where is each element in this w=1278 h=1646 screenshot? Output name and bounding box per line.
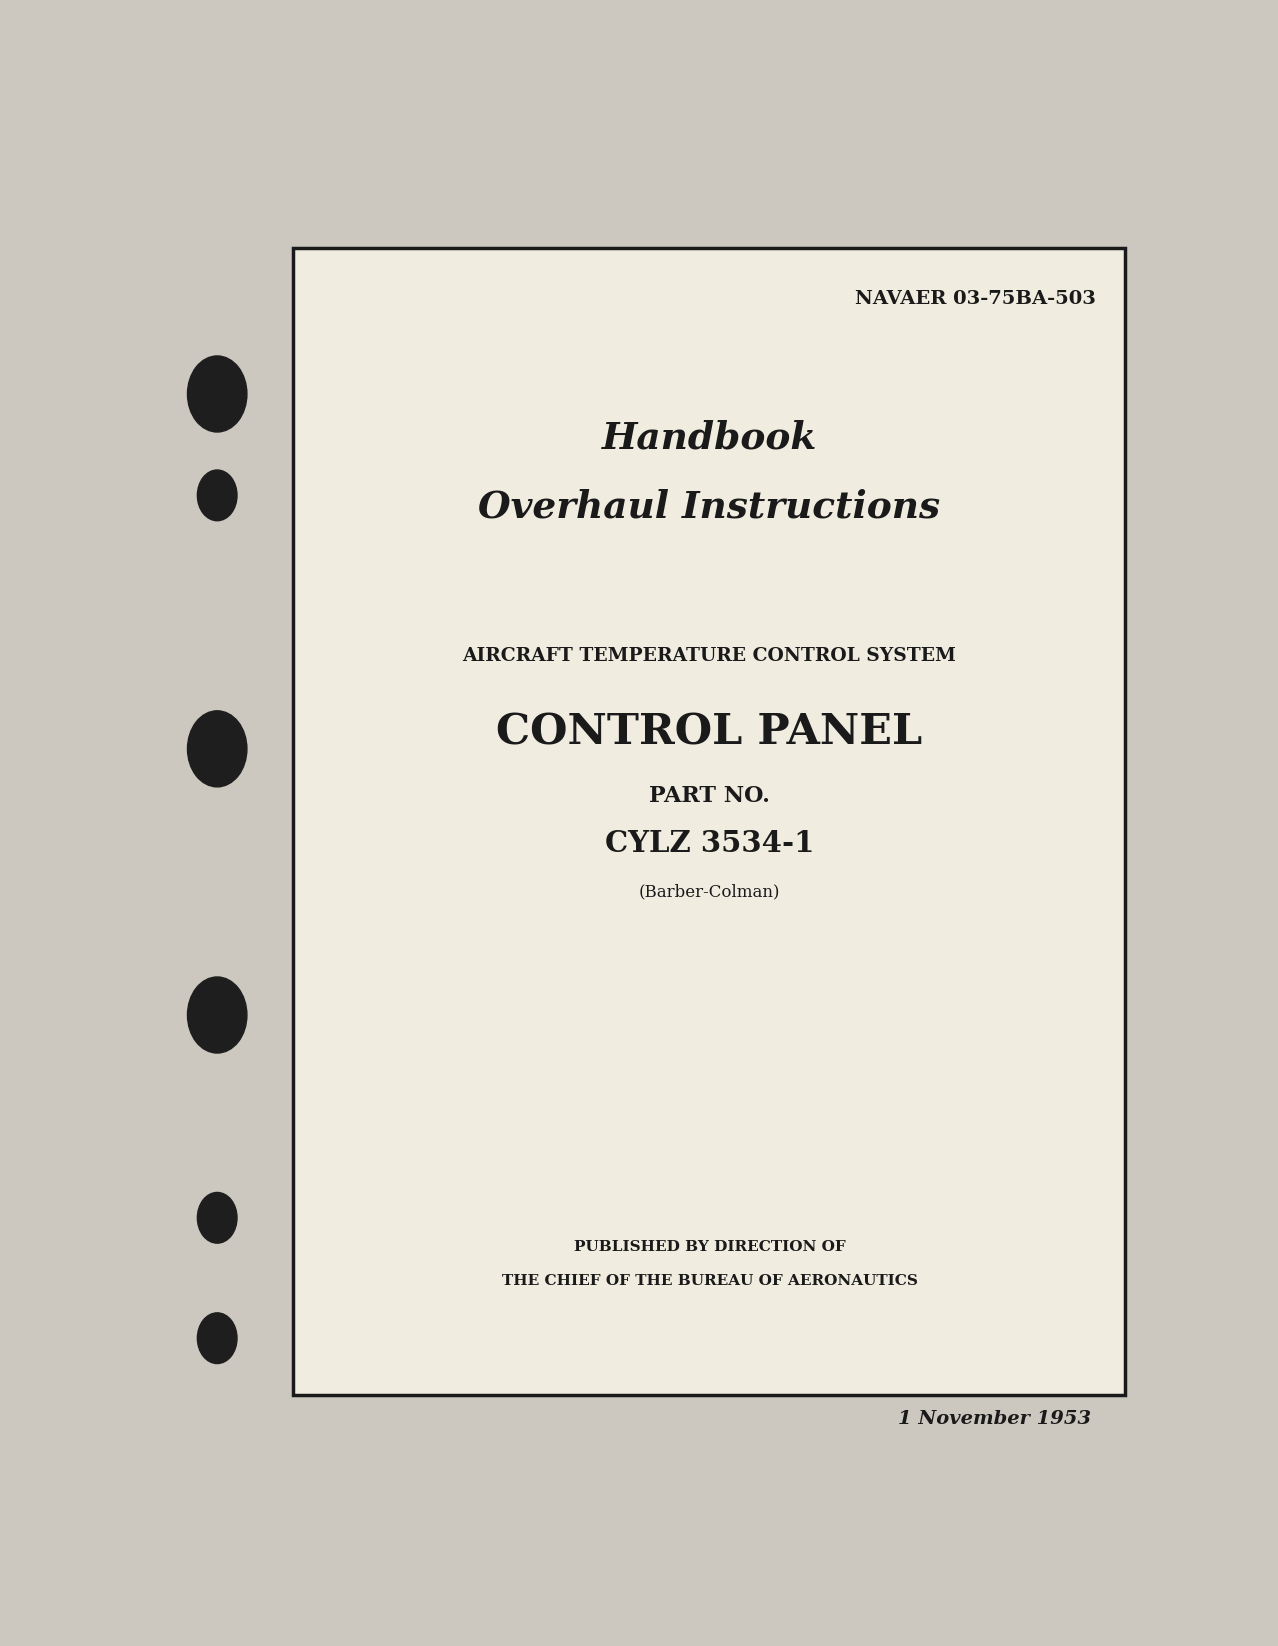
Text: THE CHIEF OF THE BUREAU OF AERONAUTICS: THE CHIEF OF THE BUREAU OF AERONAUTICS xyxy=(501,1274,918,1289)
Circle shape xyxy=(197,471,236,520)
Text: PUBLISHED BY DIRECTION OF: PUBLISHED BY DIRECTION OF xyxy=(574,1239,845,1254)
Circle shape xyxy=(197,1314,236,1363)
Text: PART NO.: PART NO. xyxy=(649,785,769,807)
Text: (Barber-Colman): (Barber-Colman) xyxy=(639,884,780,900)
Text: Handbook: Handbook xyxy=(602,420,817,458)
Text: Overhaul Instructions: Overhaul Instructions xyxy=(478,489,941,525)
Text: AIRCRAFT TEMPERATURE CONTROL SYSTEM: AIRCRAFT TEMPERATURE CONTROL SYSTEM xyxy=(463,647,956,665)
Circle shape xyxy=(197,1192,236,1243)
Circle shape xyxy=(188,356,247,431)
Text: CYLZ 3534-1: CYLZ 3534-1 xyxy=(604,830,814,859)
Text: NAVAER 03-75BA-503: NAVAER 03-75BA-503 xyxy=(855,290,1095,308)
Text: CONTROL PANEL: CONTROL PANEL xyxy=(496,711,923,754)
Circle shape xyxy=(188,978,247,1053)
FancyBboxPatch shape xyxy=(294,249,1126,1396)
Text: 1 November 1953: 1 November 1953 xyxy=(897,1411,1091,1429)
Circle shape xyxy=(188,711,247,787)
